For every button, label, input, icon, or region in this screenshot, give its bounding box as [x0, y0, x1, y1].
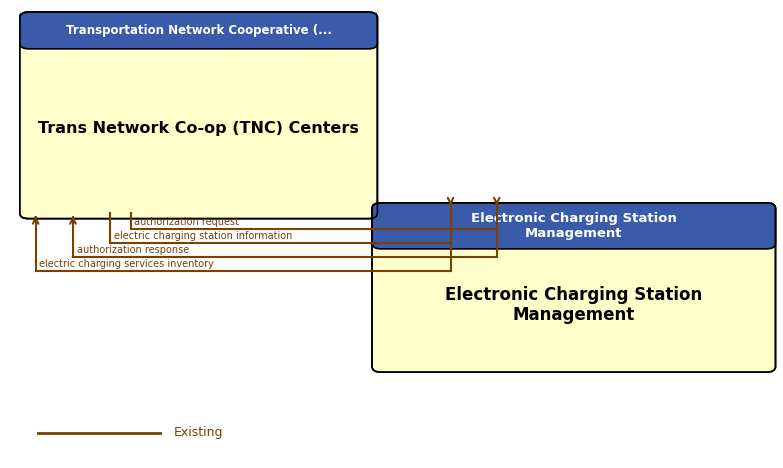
- Text: Trans Network Co-op (TNC) Centers: Trans Network Co-op (TNC) Centers: [38, 121, 359, 136]
- Text: authorization request: authorization request: [135, 217, 240, 227]
- Text: Transportation Network Cooperative (...: Transportation Network Cooperative (...: [66, 24, 331, 37]
- Text: Electronic Charging Station
Management: Electronic Charging Station Management: [446, 285, 702, 324]
- FancyBboxPatch shape: [20, 12, 377, 49]
- Text: Electronic Charging Station
Management: Electronic Charging Station Management: [471, 212, 677, 240]
- FancyBboxPatch shape: [372, 203, 775, 249]
- Text: Existing: Existing: [174, 426, 223, 439]
- Text: electric charging station information: electric charging station information: [114, 231, 293, 241]
- FancyBboxPatch shape: [372, 203, 775, 372]
- FancyBboxPatch shape: [20, 12, 377, 219]
- Bar: [30, 29, 367, 43]
- Bar: [382, 224, 766, 243]
- Text: authorization response: authorization response: [77, 245, 189, 255]
- Text: electric charging services inventory: electric charging services inventory: [39, 259, 215, 269]
